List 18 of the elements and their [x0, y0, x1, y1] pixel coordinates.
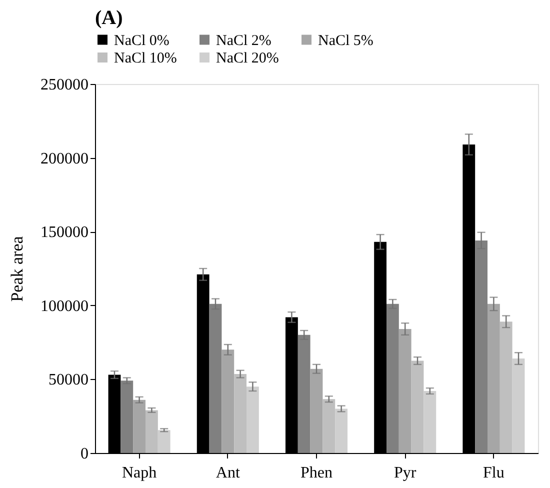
y-tick-label: 0 [80, 446, 88, 462]
legend-label: NaCl 10% [114, 50, 177, 66]
x-tick-label: Phen [300, 464, 332, 482]
legend-label: NaCl 2% [216, 32, 272, 49]
y-tick-label: 200000 [40, 150, 88, 168]
x-tick-label: Pyr [394, 464, 417, 482]
legend-label: NaCl 0% [114, 32, 170, 49]
y-tick-label: 250000 [40, 76, 88, 94]
y-tick-label: 50000 [48, 372, 88, 389]
y-tick-label: 150000 [40, 224, 88, 242]
y-axis-title: Peak area [8, 236, 26, 302]
x-tick-label: Ant [216, 464, 240, 482]
x-tick-label: Flu [483, 464, 504, 482]
chart-title: (A) [95, 7, 123, 29]
x-tick-label: Naph [122, 464, 157, 482]
legend-label: NaCl 5% [318, 32, 374, 49]
legend-label: NaCl 20% [216, 50, 279, 66]
y-tick-label: 100000 [40, 298, 88, 315]
